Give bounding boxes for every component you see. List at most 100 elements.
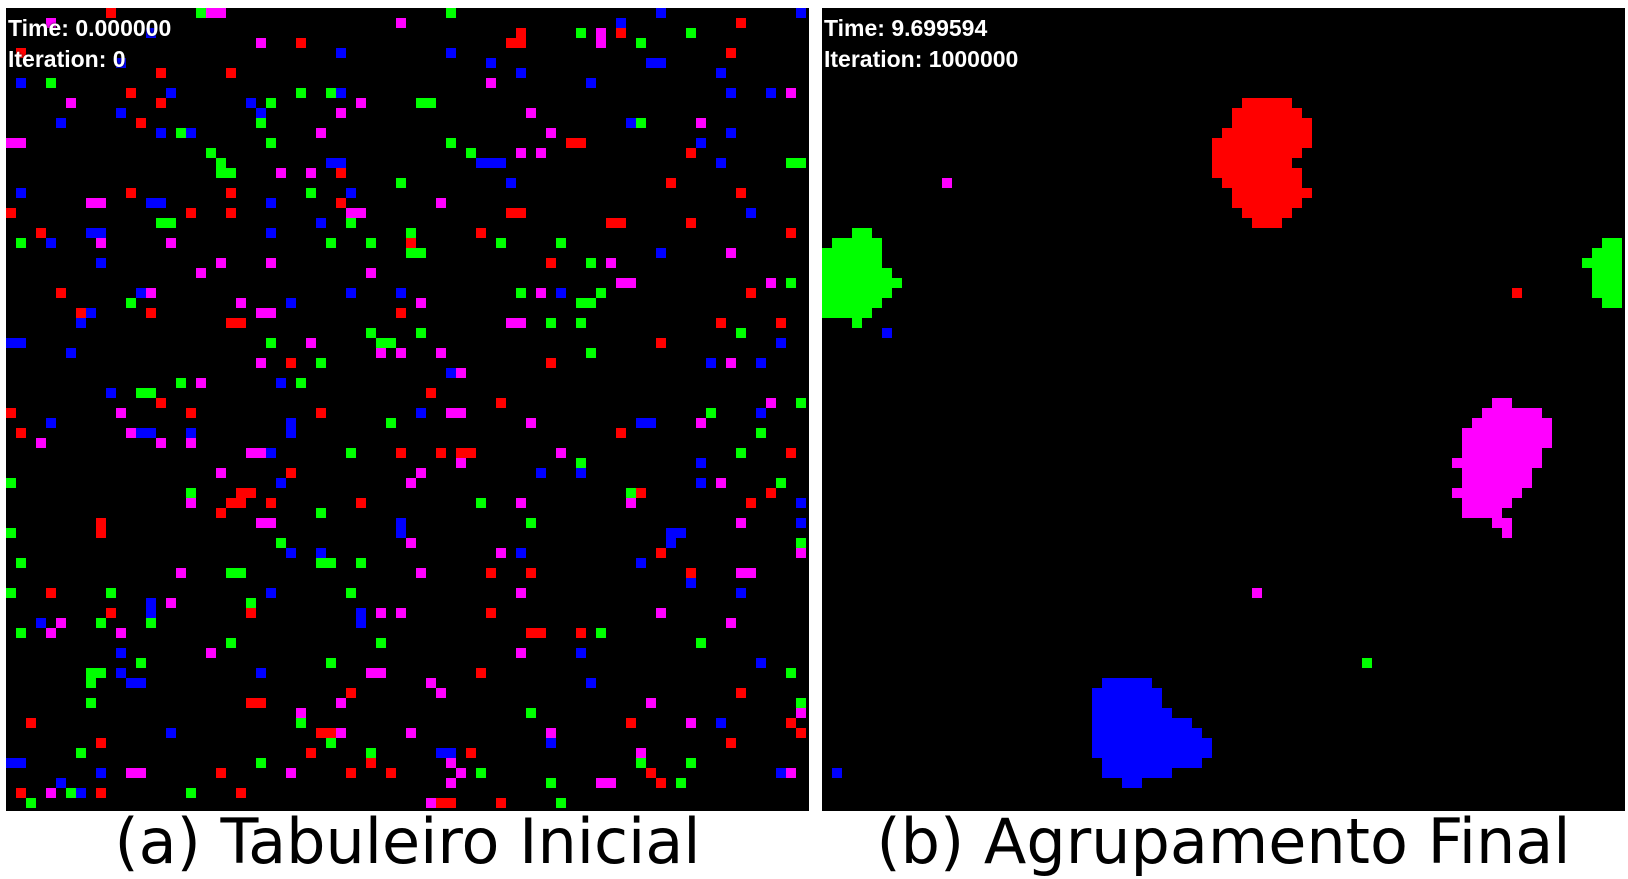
blue-agent-cell — [126, 678, 146, 688]
green-agent-cell — [516, 288, 526, 298]
red-agent-cell — [216, 508, 226, 518]
green-agent-cell — [296, 378, 306, 388]
green-agent-cell — [526, 708, 536, 718]
green-agent-cell — [376, 638, 386, 648]
blue-agent-cell — [636, 558, 646, 568]
green-agent-cell — [86, 698, 96, 708]
magenta-agent-cell — [596, 38, 606, 48]
green-agent-cell — [86, 678, 96, 688]
blue-agent-cell — [616, 18, 626, 28]
blue-agent-cell — [796, 8, 806, 18]
blue-agent-cell — [696, 478, 706, 488]
blue-agent-cell — [86, 308, 96, 318]
magenta-agent-cell — [1252, 588, 1262, 598]
green-agent-cell — [156, 218, 176, 228]
green-agent-cell — [776, 478, 786, 488]
magenta-agent-cell — [306, 168, 316, 178]
green-agent-cell — [366, 748, 376, 758]
blue-cluster-cell — [1122, 778, 1142, 788]
blue-agent-cell — [756, 358, 766, 368]
magenta-agent-cell — [376, 608, 386, 618]
green-agent-cell — [376, 338, 396, 348]
magenta-agent-cell — [66, 98, 76, 108]
magenta-agent-cell — [716, 478, 726, 488]
blue-agent-cell — [146, 608, 156, 618]
red-agent-cell — [426, 388, 436, 398]
green-cluster-cell — [822, 258, 882, 268]
red-agent-cell — [156, 68, 166, 78]
green-agent-cell — [386, 418, 396, 428]
blue-agent-cell — [166, 88, 176, 98]
red-agent-cell — [456, 448, 476, 458]
red-agent-cell — [16, 48, 26, 58]
red-agent-cell — [16, 788, 26, 798]
green-agent-cell — [366, 238, 376, 248]
green-agent-cell — [756, 428, 766, 438]
magenta-agent-cell — [216, 468, 226, 478]
blue-agent-cell — [46, 418, 56, 428]
blue-agent-cell — [106, 388, 116, 398]
blue-agent-cell — [746, 208, 756, 218]
green-agent-cell — [216, 158, 226, 168]
green-agent-cell — [326, 658, 336, 668]
green-agent-cell — [696, 638, 706, 648]
green-agent-cell — [126, 298, 136, 308]
magenta-agent-cell — [256, 358, 266, 368]
magenta-agent-cell — [416, 568, 426, 578]
blue-agent-cell — [116, 648, 126, 658]
red-agent-cell — [616, 428, 626, 438]
blue-agent-cell — [716, 68, 726, 78]
green-cluster-cell — [822, 298, 882, 308]
blue-agent-cell — [666, 528, 686, 538]
magenta-agent-cell — [456, 458, 466, 468]
time-readout: Time: 9.699594 — [824, 15, 988, 41]
blue-agent-cell — [256, 668, 266, 678]
blue-cluster-cell — [1092, 708, 1172, 718]
red-agent-cell — [6, 208, 16, 218]
green-agent-cell — [186, 788, 196, 798]
red-agent-cell — [336, 198, 346, 208]
red-agent-cell — [476, 228, 486, 238]
red-agent-cell — [666, 178, 676, 188]
red-agent-cell — [406, 238, 416, 248]
red-agent-cell — [576, 628, 586, 638]
magenta-agent-cell — [446, 408, 466, 418]
magenta-agent-cell — [46, 788, 56, 798]
blue-agent-cell — [536, 468, 546, 478]
magenta-cluster-cell — [1482, 408, 1542, 418]
blue-agent-cell — [6, 338, 26, 348]
initial-board-hud: Time: 0.000000 Iteration: 0 — [8, 13, 171, 75]
blue-agent-cell — [796, 498, 806, 508]
green-agent-cell — [346, 448, 356, 458]
red-agent-cell — [466, 748, 476, 758]
red-agent-cell — [136, 118, 146, 128]
blue-agent-cell — [626, 118, 636, 128]
initial-board-caption: (a) Tabuleiro Inicial — [114, 805, 701, 878]
blue-cluster-cell — [1102, 678, 1152, 688]
magenta-agent-cell — [336, 108, 346, 118]
blue-agent-cell — [86, 228, 106, 238]
magenta-cluster-cell — [1462, 478, 1532, 488]
magenta-agent-cell — [266, 258, 276, 268]
green-agent-cell — [586, 258, 596, 268]
red-agent-cell — [56, 288, 66, 298]
magenta-agent-cell — [366, 668, 386, 678]
red-agent-cell — [336, 168, 346, 178]
blue-cluster-cell — [1102, 768, 1172, 778]
blue-agent-cell — [586, 78, 596, 88]
green-agent-cell — [296, 88, 306, 98]
blue-agent-cell — [706, 358, 716, 368]
magenta-agent-cell — [316, 128, 326, 138]
initial-board-canvas — [6, 8, 806, 808]
red-cluster-cell — [1242, 208, 1292, 218]
red-agent-cell — [246, 698, 266, 708]
red-agent-cell — [736, 688, 746, 698]
initial-board-panel: Time: 0.000000 Iteration: 0 — [6, 8, 809, 811]
magenta-agent-cell — [686, 718, 696, 728]
red-agent-cell — [266, 498, 276, 508]
blue-cluster-cell — [1092, 718, 1192, 728]
magenta-agent-cell — [406, 728, 416, 738]
red-cluster-cell — [1212, 148, 1302, 158]
red-cluster-cell — [1222, 178, 1302, 188]
blue-agent-cell — [36, 618, 46, 628]
